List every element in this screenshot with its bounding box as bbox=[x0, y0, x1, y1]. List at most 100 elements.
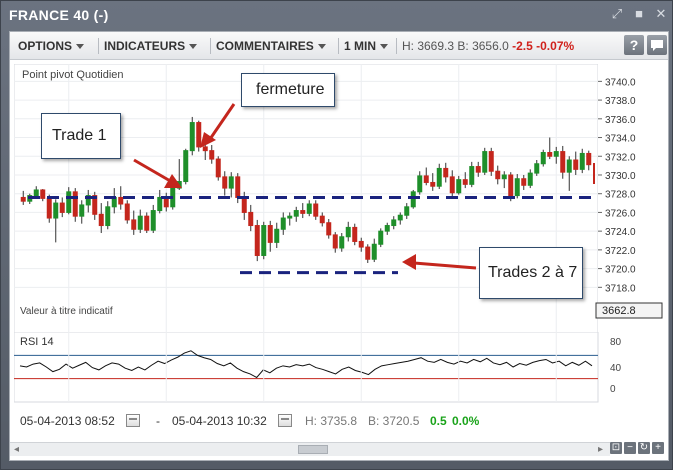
y-tick-label: 3718.0 bbox=[605, 283, 636, 294]
candle bbox=[72, 188, 78, 222]
zoom-controls: ⊡ − ↻ + bbox=[610, 442, 664, 454]
candle-body bbox=[404, 206, 410, 216]
candle bbox=[293, 206, 299, 222]
time-scrollbar[interactable]: ◂ ▸ bbox=[10, 442, 610, 456]
end-date[interactable]: 05-04-2013 10:32 bbox=[172, 414, 267, 428]
last-price-box bbox=[595, 302, 663, 319]
candle bbox=[579, 148, 585, 174]
candle-body bbox=[124, 203, 130, 221]
candle bbox=[475, 161, 481, 177]
start-date[interactable]: 05-04-2013 08:52 bbox=[20, 414, 115, 428]
y-tick-label: 3736.0 bbox=[605, 115, 636, 126]
candle-body bbox=[345, 226, 351, 238]
speech-bubble-icon bbox=[651, 40, 663, 51]
candle-body bbox=[508, 174, 514, 197]
options-menu[interactable]: OPTIONS bbox=[18, 39, 85, 53]
candle-body bbox=[241, 196, 247, 213]
candle bbox=[144, 212, 150, 234]
candle-body bbox=[482, 151, 488, 173]
candle bbox=[40, 189, 46, 202]
reset-zoom-icon[interactable]: ↻ bbox=[638, 442, 650, 454]
candle bbox=[501, 171, 507, 189]
candle-body bbox=[579, 152, 585, 170]
expand-icon[interactable]: ⤢ bbox=[611, 6, 623, 21]
price-chart[interactable]: 3740.0 3738.0 3736.0 3734.0 3732.0 3730.0 3728… bbox=[14, 64, 664, 352]
candle bbox=[66, 187, 72, 215]
candle bbox=[332, 232, 338, 253]
candle bbox=[326, 218, 332, 239]
range-high: H: 3735.8 bbox=[305, 414, 358, 428]
candle bbox=[313, 200, 319, 220]
window-controls: ⤢ ■ ✕ bbox=[610, 7, 668, 21]
comment-button[interactable] bbox=[647, 35, 667, 55]
title-bar: FRANCE 40 (-) ⤢ ■ ✕ bbox=[1, 1, 673, 29]
y-tick-label: 3730.0 bbox=[605, 171, 636, 182]
toolbar-divider bbox=[338, 38, 339, 54]
calendar-icon[interactable] bbox=[278, 414, 292, 427]
candle bbox=[300, 203, 306, 219]
candle bbox=[488, 147, 494, 176]
candle-body bbox=[475, 166, 481, 173]
candle-body bbox=[150, 210, 156, 231]
candle bbox=[79, 200, 85, 224]
commentaires-menu[interactable]: COMMENTAIRES bbox=[216, 39, 326, 53]
candle bbox=[261, 221, 267, 260]
callout-trade1: Trade 1 bbox=[41, 113, 121, 159]
candle-body bbox=[228, 176, 234, 189]
help-button[interactable]: ? bbox=[624, 35, 644, 55]
scroll-thumb[interactable] bbox=[298, 445, 328, 454]
candle bbox=[118, 186, 124, 210]
candle bbox=[449, 170, 455, 197]
indicateurs-menu[interactable]: INDICATEURS bbox=[104, 39, 198, 53]
candle-body bbox=[397, 214, 403, 221]
y-tick-label: 3726.0 bbox=[605, 208, 636, 219]
candle-body bbox=[469, 166, 475, 185]
quote-high: H: 3669.3 bbox=[402, 39, 455, 53]
calendar-icon[interactable] bbox=[126, 414, 140, 427]
candle-body bbox=[157, 196, 163, 212]
rsi-x-axis-ticks: 09:0009:1509:3009:4510:0010:15 bbox=[68, 332, 557, 402]
y-axis-panel bbox=[598, 64, 664, 349]
candle bbox=[228, 172, 234, 198]
candle-body bbox=[300, 210, 306, 214]
candle bbox=[404, 203, 410, 219]
candle bbox=[566, 156, 572, 191]
rsi-chart[interactable]: RSI 14 80 40 0 09:0009:1509:3009:4510:00… bbox=[14, 332, 664, 404]
candle-body bbox=[189, 122, 195, 152]
fit-icon[interactable]: ⊡ bbox=[610, 442, 622, 454]
pivot-label: Point pivot Quotidien bbox=[22, 69, 124, 81]
candle-body bbox=[183, 150, 189, 183]
candle-body bbox=[215, 158, 221, 178]
candle-body bbox=[202, 146, 208, 152]
y-tick-label: 3734.0 bbox=[605, 134, 636, 145]
candle-body bbox=[573, 159, 579, 170]
candle-body bbox=[553, 151, 559, 157]
candle-body bbox=[144, 215, 150, 231]
candle bbox=[378, 228, 384, 248]
candlesticks bbox=[20, 116, 592, 263]
interval-menu[interactable]: 1 MIN bbox=[344, 39, 389, 53]
interval-label: 1 MIN bbox=[344, 39, 377, 53]
quote-summary: H: 3669.3 B: 3656.0 -2.5 -0.07% bbox=[402, 39, 574, 53]
candle-body bbox=[235, 176, 241, 198]
candle bbox=[287, 212, 293, 226]
rsi-line bbox=[19, 350, 593, 379]
candle bbox=[553, 146, 559, 164]
scroll-left-icon[interactable]: ◂ bbox=[14, 444, 20, 455]
y-tick-label: 3732.0 bbox=[605, 152, 636, 163]
close-icon[interactable]: ✕ bbox=[655, 6, 667, 21]
commentaires-label: COMMENTAIRES bbox=[216, 39, 314, 53]
quote-low: B: 3656.0 bbox=[457, 39, 509, 53]
zoom-out-icon[interactable]: − bbox=[624, 442, 636, 454]
maximize-icon[interactable]: ■ bbox=[635, 6, 643, 21]
scroll-right-icon[interactable]: ▸ bbox=[598, 444, 604, 455]
trades-arrow-head bbox=[402, 254, 416, 270]
candle bbox=[222, 171, 228, 196]
candle-body bbox=[384, 225, 390, 232]
candle bbox=[20, 190, 26, 205]
zoom-in-icon[interactable]: + bbox=[652, 442, 664, 454]
candle-body bbox=[527, 172, 533, 186]
candle bbox=[345, 221, 351, 242]
candle-body bbox=[248, 211, 254, 227]
